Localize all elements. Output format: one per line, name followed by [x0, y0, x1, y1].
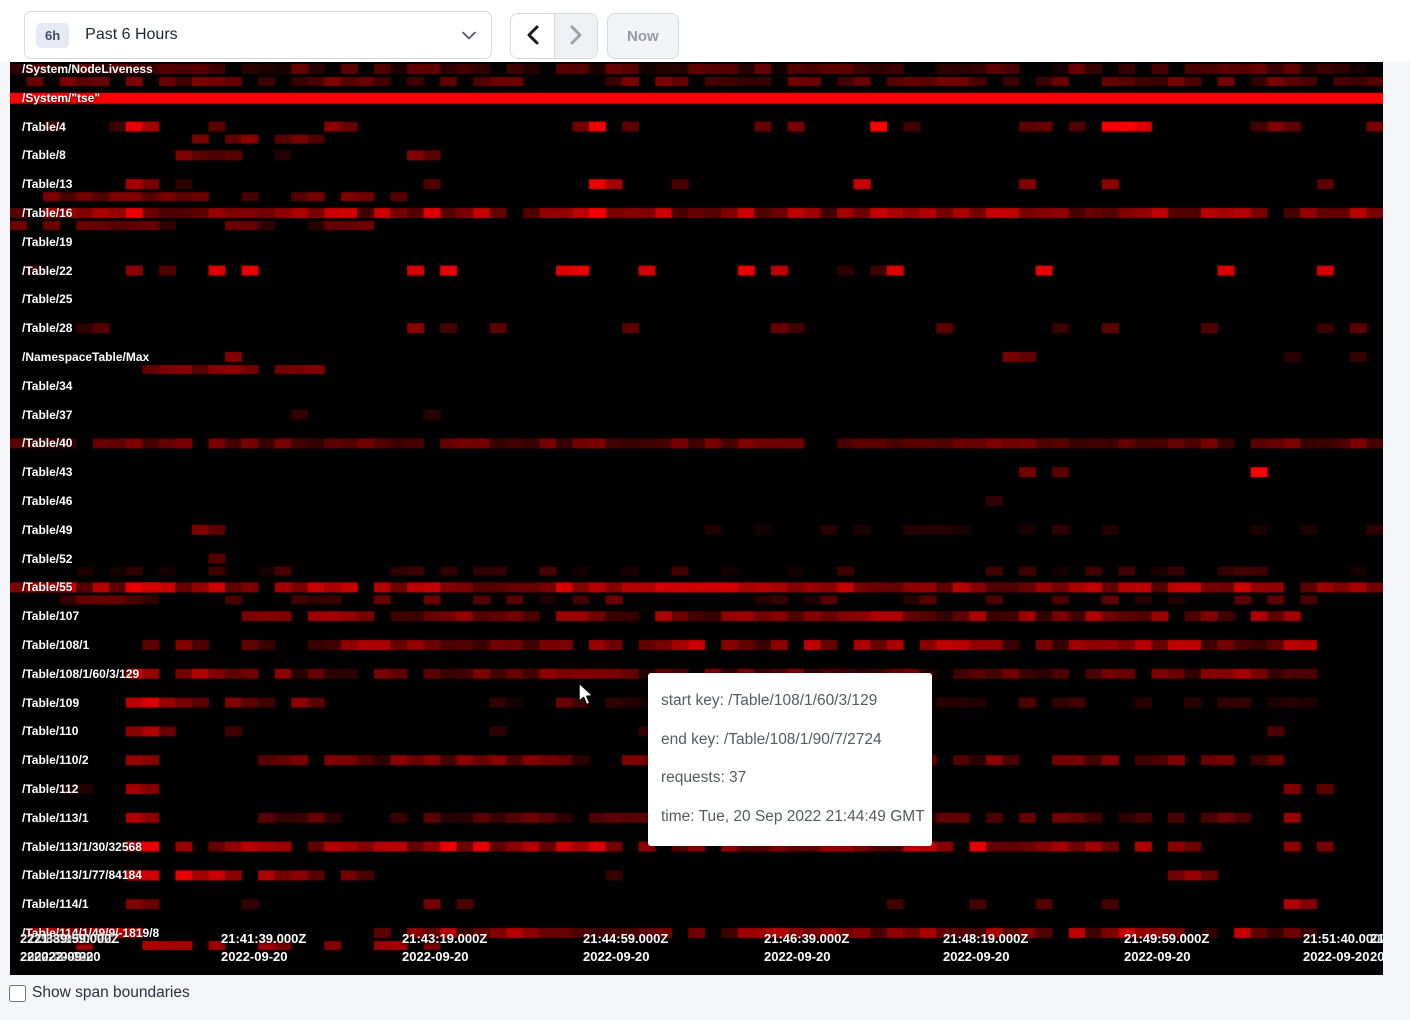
- show-span-boundaries-label: Show span boundaries: [32, 984, 190, 1001]
- tooltip-start-key: start key: /Table/108/1/60/3/129: [661, 692, 878, 709]
- chevron-down-icon: [462, 31, 476, 40]
- prev-time-button[interactable]: [511, 14, 554, 58]
- hover-tooltip: start key: /Table/108/1/60/3/129 end key…: [648, 673, 932, 846]
- now-button[interactable]: Now: [607, 13, 679, 59]
- time-range-badge: 6h: [36, 22, 70, 48]
- next-time-button[interactable]: [554, 14, 597, 58]
- tooltip-time: time: Tue, 20 Sep 2022 21:44:49 GMT: [661, 807, 925, 825]
- time-range-label: Past 6 Hours: [85, 26, 178, 43]
- time-range-select[interactable]: 6h Past 6 Hours: [24, 11, 492, 59]
- time-nav-group: [510, 13, 598, 59]
- tooltip-end-key: end key: /Table/108/1/90/7/2724: [661, 730, 882, 748]
- chevron-left-icon: [526, 25, 539, 48]
- key-visualizer: /System/NodeLiveness/System/"tse"/Table/…: [10, 62, 1383, 975]
- tooltip-requests: requests: 37: [661, 769, 747, 786]
- toolbar: 6h Past 6 Hours Now: [0, 0, 1410, 62]
- show-span-boundaries-checkbox[interactable]: [9, 984, 26, 1002]
- chevron-right-icon: [570, 25, 583, 48]
- show-span-boundaries-control[interactable]: Show span boundaries: [9, 984, 190, 1002]
